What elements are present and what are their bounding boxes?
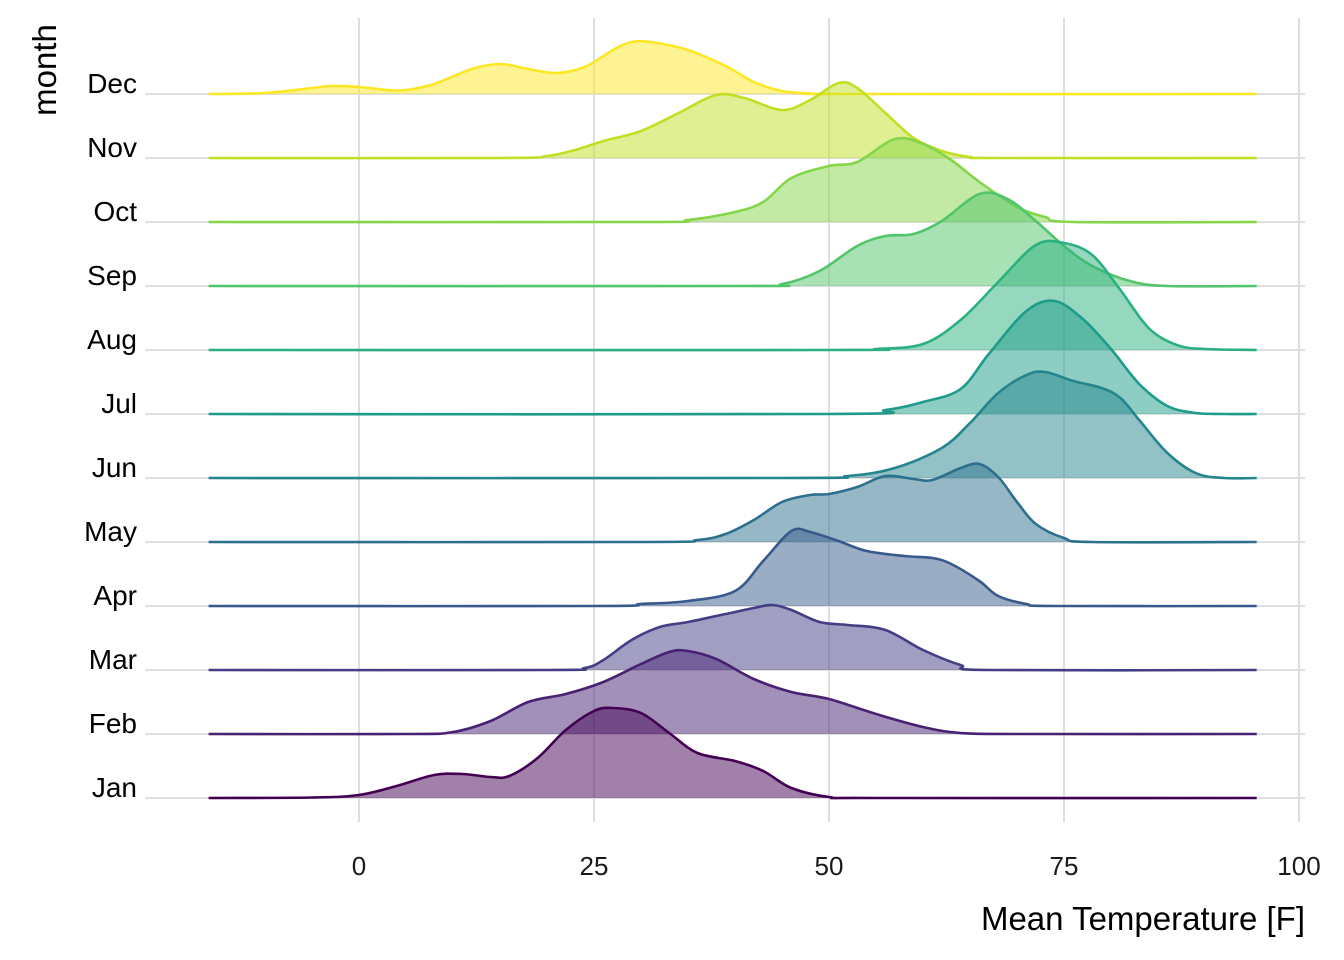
month-label-aug: Aug: [87, 324, 137, 355]
ridge-jan: [208, 706, 1257, 800]
ridge-mar: [208, 603, 1257, 672]
ridge-line-nov: [208, 80, 1257, 160]
x-tick-label-0: 0: [352, 851, 366, 881]
ridge-line-mar: [208, 603, 1257, 672]
ridge-fill-jul: [208, 300, 1257, 415]
x-axis-title: Mean Temperature [F]: [981, 900, 1305, 937]
month-label-mar: Mar: [89, 644, 137, 675]
month-labels: Jan Feb Mar Apr May Jun Jul Aug Sep Oct Nov Dec: [84, 68, 137, 803]
ridge-jun: [208, 370, 1257, 480]
month-label-sep: Sep: [87, 260, 137, 291]
x-tick-label-100: 100: [1277, 851, 1320, 881]
ridge-apr: [208, 527, 1257, 608]
month-label-may: May: [84, 516, 137, 547]
ridge-line-jun: [208, 370, 1257, 480]
ridge-fill-may: [208, 463, 1257, 543]
ridge-line-dec: [208, 39, 1257, 96]
month-label-jul: Jul: [101, 388, 137, 419]
ridge-line-jul: [208, 299, 1257, 416]
ridge-line-apr: [208, 527, 1257, 608]
ridge-line-oct: [208, 136, 1257, 224]
ridge-aug: [208, 239, 1257, 352]
ridge-may: [208, 462, 1257, 544]
ridge-fill-jun: [208, 371, 1257, 479]
month-label-feb: Feb: [89, 708, 137, 739]
ridges: [208, 39, 1257, 800]
ridge-line-jan: [208, 706, 1257, 800]
ridge-nov: [208, 80, 1257, 160]
month-label-nov: Nov: [87, 132, 137, 163]
ridge-fill-nov: [208, 82, 1257, 159]
month-label-oct: Oct: [93, 196, 137, 227]
x-tick-label-50: 50: [815, 851, 844, 881]
month-label-jan: Jan: [92, 772, 137, 803]
ridge-feb: [208, 648, 1257, 736]
x-tick-label-75: 75: [1050, 851, 1079, 881]
ridge-jul: [208, 299, 1257, 416]
ridge-fill-mar: [208, 604, 1257, 671]
ridge-dec: [208, 39, 1257, 96]
ridge-line-feb: [208, 648, 1257, 736]
ridge-fill-feb: [208, 650, 1257, 735]
ridge-line-aug: [208, 239, 1257, 352]
x-tick-labels: 0 25 50 75 100: [352, 851, 1321, 881]
ridge-fill-sep: [208, 192, 1257, 287]
month-label-jun: Jun: [92, 452, 137, 483]
ridge-fill-aug: [208, 240, 1257, 351]
y-axis-title: month: [26, 24, 63, 116]
ridge-line-may: [208, 462, 1257, 544]
x-tick-label-25: 25: [580, 851, 609, 881]
month-label-apr: Apr: [93, 580, 137, 611]
month-label-dec: Dec: [87, 68, 137, 99]
ridge-fill-dec: [208, 41, 1257, 95]
